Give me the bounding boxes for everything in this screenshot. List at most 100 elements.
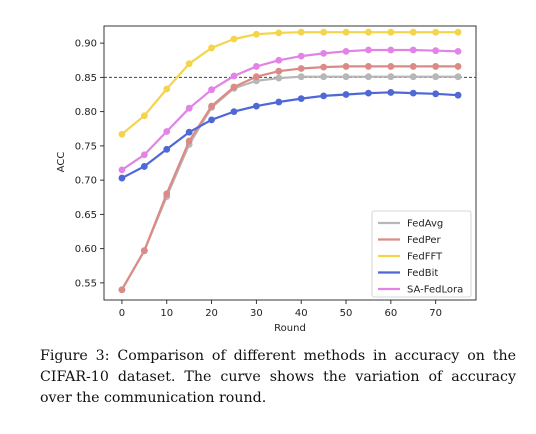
y-tick-label: 0.85 bbox=[75, 73, 97, 84]
series-line-fedfft bbox=[121, 31, 459, 136]
series-line-fedbit bbox=[121, 91, 459, 180]
series-line-sa-fedlora bbox=[121, 48, 459, 171]
data-point-fedfft bbox=[320, 28, 328, 36]
data-point-fedavg bbox=[365, 73, 372, 81]
x-tick-label: 70 bbox=[429, 308, 442, 319]
data-point-sa-fedlora bbox=[230, 72, 238, 80]
data-point-sa-fedlora bbox=[387, 46, 395, 54]
data-point-fedbit bbox=[252, 102, 260, 110]
data-point-fedper bbox=[365, 63, 372, 70]
x-tick-label: 60 bbox=[384, 308, 397, 319]
data-point-fedbit bbox=[409, 89, 417, 97]
data-point-fedbit bbox=[320, 92, 328, 100]
data-point-sa-fedlora bbox=[409, 46, 417, 54]
legend-entry: FedFFT bbox=[407, 252, 443, 263]
data-point-fedper bbox=[118, 286, 126, 294]
data-point-fedper bbox=[387, 63, 395, 70]
data-point-fedbit bbox=[275, 98, 283, 106]
data-point-fedfft bbox=[432, 28, 440, 36]
data-point-sa-fedlora bbox=[140, 151, 148, 159]
data-point-fedbit bbox=[208, 116, 215, 124]
data-point-fedper bbox=[185, 137, 193, 145]
data-point-fedbit bbox=[297, 95, 305, 103]
data-point-fedper bbox=[432, 63, 440, 70]
data-point-fedfft bbox=[409, 28, 417, 36]
data-point-fedfft bbox=[387, 28, 395, 36]
data-point-fedper bbox=[163, 190, 171, 198]
data-point-fedper bbox=[320, 63, 328, 71]
data-point-fedavg bbox=[454, 73, 462, 81]
data-point-fedbit bbox=[454, 91, 462, 99]
legend-entry: FedPer bbox=[407, 235, 442, 246]
data-point-fedper bbox=[140, 247, 148, 255]
data-point-sa-fedlora bbox=[163, 128, 171, 135]
data-point-sa-fedlora bbox=[275, 56, 283, 64]
data-point-fedfft bbox=[185, 60, 193, 68]
x-tick-label: 20 bbox=[205, 308, 218, 319]
y-tick-label: 0.90 bbox=[75, 39, 97, 50]
data-point-fedfft bbox=[140, 112, 148, 120]
data-point-sa-fedlora bbox=[365, 46, 372, 54]
data-point-fedbit bbox=[365, 89, 372, 97]
data-point-fedfft bbox=[365, 28, 372, 36]
x-tick-label: 50 bbox=[340, 308, 353, 319]
x-tick-label: 40 bbox=[295, 308, 308, 319]
data-point-fedbit bbox=[432, 90, 440, 98]
data-point-fedbit bbox=[163, 145, 171, 153]
data-point-sa-fedlora bbox=[252, 63, 260, 70]
data-point-fedper bbox=[230, 83, 238, 91]
accuracy-line-chart: ACC Round 0.55 0.60 0.65 0.70 0.75 0.80 0.85 0.… bbox=[56, 25, 477, 334]
data-point-fedbit bbox=[118, 174, 126, 182]
data-point-sa-fedlora bbox=[297, 52, 305, 60]
data-point-fedfft bbox=[230, 35, 238, 43]
data-point-sa-fedlora bbox=[118, 166, 126, 174]
data-point-fedavg bbox=[320, 73, 328, 81]
y-tick-label: 0.60 bbox=[75, 244, 97, 255]
plot-frame bbox=[103, 25, 477, 301]
data-point-fedfft bbox=[342, 28, 350, 36]
data-point-fedbit bbox=[140, 163, 148, 170]
data-point-fedfft bbox=[252, 30, 260, 38]
data-point-fedbit bbox=[185, 128, 193, 136]
y-tick-label: 0.55 bbox=[75, 278, 97, 289]
data-point-fedavg bbox=[387, 73, 395, 81]
data-point-fedavg bbox=[342, 73, 350, 81]
legend-box bbox=[371, 210, 472, 298]
legend-entry: FedAvg bbox=[407, 219, 443, 230]
x-tick-label: 0 bbox=[119, 308, 125, 319]
data-point-fedper bbox=[297, 65, 305, 72]
data-point-sa-fedlora bbox=[208, 86, 215, 94]
data-point-sa-fedlora bbox=[320, 50, 328, 57]
y-tick-label: 0.65 bbox=[75, 210, 97, 221]
y-tick-label: 0.75 bbox=[75, 141, 97, 152]
figure-caption: Figure 3: Comparison of different method… bbox=[40, 348, 516, 406]
data-point-fedavg bbox=[297, 73, 305, 81]
data-point-fedper bbox=[454, 63, 462, 70]
data-point-fedfft bbox=[208, 44, 215, 52]
legend-entry: FedBit bbox=[407, 268, 438, 279]
y-axis-label: ACC bbox=[56, 152, 67, 173]
data-point-fedfft bbox=[297, 28, 305, 36]
data-point-sa-fedlora bbox=[185, 104, 193, 112]
x-tick-label: 10 bbox=[160, 308, 173, 319]
data-point-fedfft bbox=[454, 28, 462, 36]
data-point-fedavg bbox=[275, 74, 283, 82]
data-point-fedper bbox=[208, 102, 215, 110]
data-point-fedfft bbox=[275, 29, 283, 37]
data-point-sa-fedlora bbox=[454, 47, 462, 55]
data-point-fedbit bbox=[230, 108, 238, 116]
x-tick-label: 30 bbox=[250, 308, 263, 319]
data-point-fedavg bbox=[432, 73, 440, 81]
legend-entry: SA-FedLora bbox=[407, 285, 463, 296]
series-line-fedper bbox=[120, 65, 459, 291]
data-point-fedbit bbox=[387, 89, 395, 96]
y-tick-label: 0.80 bbox=[75, 107, 97, 118]
data-point-fedavg bbox=[409, 73, 417, 81]
data-point-fedbit bbox=[342, 91, 350, 98]
data-point-sa-fedlora bbox=[432, 47, 440, 55]
y-tick-label: 0.70 bbox=[75, 176, 97, 187]
data-point-fedper bbox=[252, 73, 260, 81]
x-axis-label: Round bbox=[274, 323, 306, 334]
data-point-fedper bbox=[342, 63, 350, 70]
data-point-sa-fedlora bbox=[342, 47, 350, 55]
